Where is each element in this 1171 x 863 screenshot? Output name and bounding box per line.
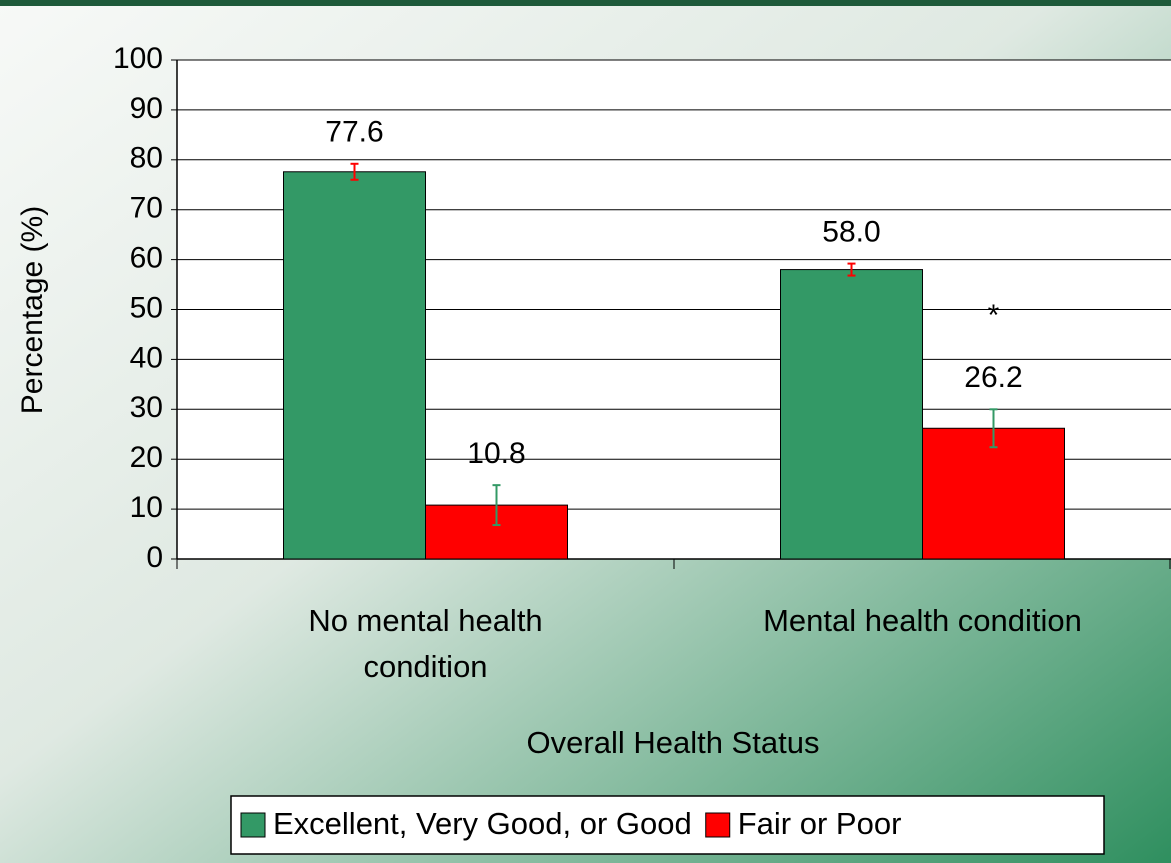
y-tick-label: 30 bbox=[130, 391, 163, 424]
value-label: 10.8 bbox=[467, 437, 525, 470]
value-label: 77.6 bbox=[325, 116, 383, 149]
x-tick-label: Mental health condition bbox=[763, 603, 1082, 638]
error-bar bbox=[847, 262, 856, 277]
y-tick-label: 0 bbox=[146, 541, 163, 574]
bar bbox=[780, 269, 923, 560]
y-tick-label: 40 bbox=[130, 341, 163, 374]
annotation: * bbox=[988, 299, 1000, 332]
bar bbox=[283, 171, 426, 560]
error-bar bbox=[350, 162, 359, 181]
y-tick-label: 50 bbox=[130, 291, 163, 324]
value-label: 26.2 bbox=[964, 361, 1022, 394]
x-axis-title: Overall Health Status bbox=[527, 725, 820, 760]
y-tick-label: 10 bbox=[130, 491, 163, 524]
legend-swatch bbox=[240, 812, 266, 838]
error-bar bbox=[492, 484, 501, 527]
error-bar bbox=[989, 408, 998, 449]
bar bbox=[922, 427, 1065, 560]
y-tick-label: 90 bbox=[130, 92, 163, 125]
legend-label: Excellent, Very Good, or Good bbox=[273, 806, 692, 841]
y-axis-title: Percentage (%) bbox=[16, 206, 49, 414]
y-tick-label: 20 bbox=[130, 441, 163, 474]
top-strip bbox=[0, 0, 1171, 6]
legend-box bbox=[230, 795, 1105, 855]
legend-label: Fair or Poor bbox=[738, 806, 902, 841]
value-label: 58.0 bbox=[822, 216, 880, 249]
x-tick-label: No mental health condition bbox=[308, 603, 543, 684]
y-tick-label: 70 bbox=[130, 192, 163, 225]
y-tick-label: 60 bbox=[130, 242, 163, 275]
legend-swatch bbox=[705, 812, 731, 838]
y-tick-label: 100 bbox=[113, 42, 163, 75]
y-tick-label: 80 bbox=[130, 142, 163, 175]
